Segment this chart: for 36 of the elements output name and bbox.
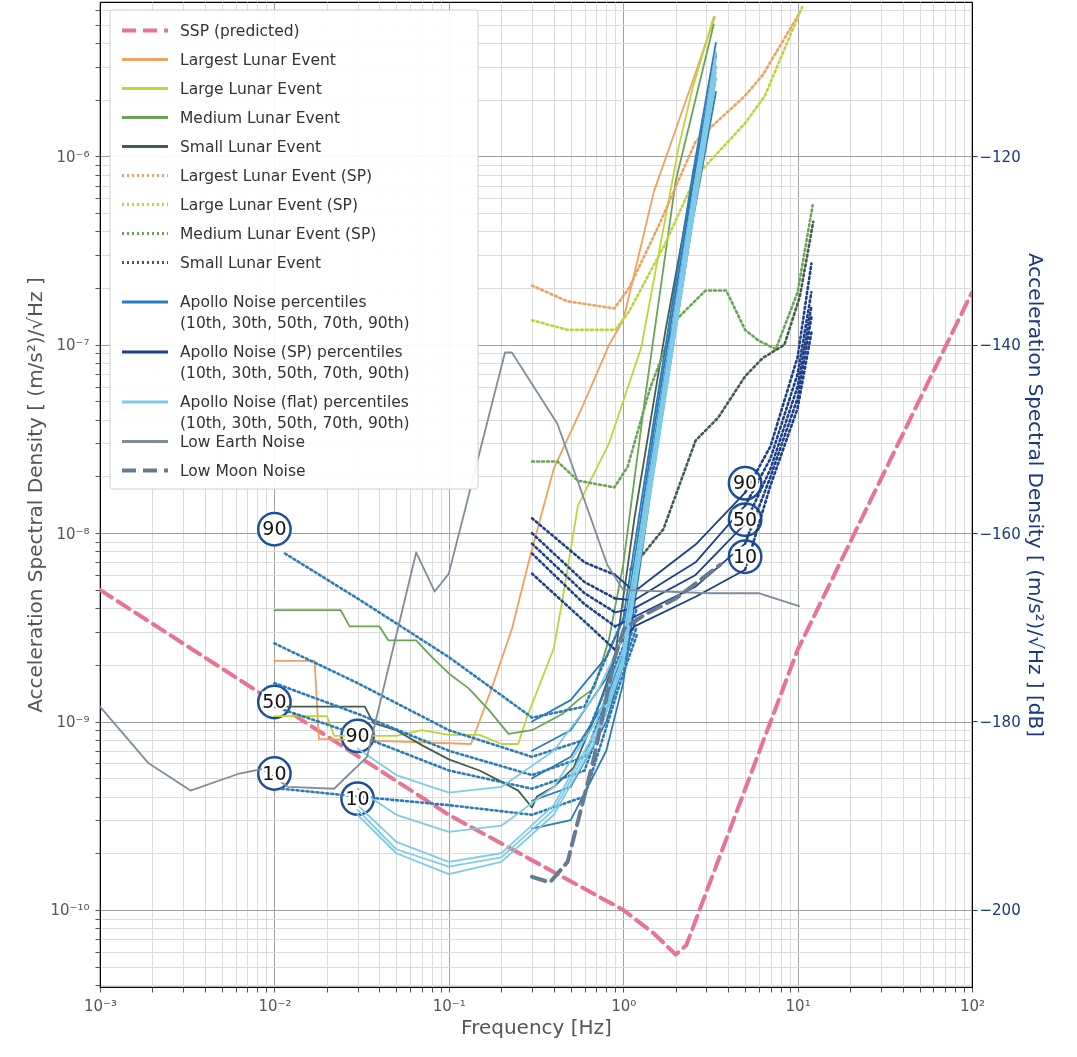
x-tick-label: 10¹ (785, 996, 811, 1015)
x-tick-label: 10⁰ (611, 996, 637, 1015)
legend-label: Largest Lunar Event (180, 50, 336, 69)
legend-label: Small Lunar Event (180, 253, 322, 272)
legend-label: Small Lunar Event (180, 137, 322, 156)
annotation: 90 (262, 517, 287, 540)
legend-label: Apollo Noise (flat) percentiles (10th, 30th, 50th, 70th, 90th) (180, 393, 410, 432)
y-tick-label: 10⁻⁹ (56, 713, 90, 732)
y2-tick-label: −120 (979, 147, 1021, 166)
y2-tick-label: −160 (979, 524, 1021, 543)
legend-label: Largest Lunar Event (SP) (180, 166, 373, 185)
legend-label: Apollo Noise (SP) percentiles (10th, 30th, 50th, 70th, 90th) (180, 343, 410, 382)
x-tick-label: 10⁻² (258, 996, 292, 1015)
legend-label: Medium Lunar Event (180, 108, 341, 127)
y2-tick-label: −180 (979, 712, 1021, 731)
legend-label: Large Lunar Event (180, 79, 322, 98)
legend-label: Medium Lunar Event (SP) (180, 224, 377, 243)
y2-tick-label: −200 (979, 901, 1021, 920)
legend-label: Low Earth Noise (180, 432, 305, 451)
y-tick-label: 10⁻¹⁰ (50, 901, 90, 920)
annotation: 50 (262, 690, 287, 713)
legend-label: Large Lunar Event (SP) (180, 195, 358, 214)
y-tick-label: 10⁻⁷ (56, 336, 90, 355)
x-tick-label: 10⁻¹ (432, 996, 466, 1015)
annotation: 10 (262, 761, 287, 784)
legend-label: SSP (predicted) (180, 21, 300, 40)
legend-label: Apollo Noise percentiles (10th, 30th, 50th, 70th, 90th) (180, 293, 410, 332)
x-tick-label: 10⁻³ (83, 996, 118, 1015)
y2-tick-label: −140 (979, 336, 1021, 355)
y-axis-title: Acceleration Spectral Density [ (m/s²)/√Hz ] (23, 277, 48, 713)
legend-label: Low Moon Noise (180, 461, 306, 480)
y2-axis-title: Acceleration Spectral Density [ (m/s²)/√Hz ] [dB] (1023, 253, 1048, 737)
x-tick-label: 10² (959, 996, 986, 1015)
y-tick-label: 10⁻⁶ (56, 147, 90, 166)
y-tick-label: 10⁻⁸ (56, 524, 90, 543)
x-axis-title: Frequency [Hz] (461, 1014, 612, 1039)
